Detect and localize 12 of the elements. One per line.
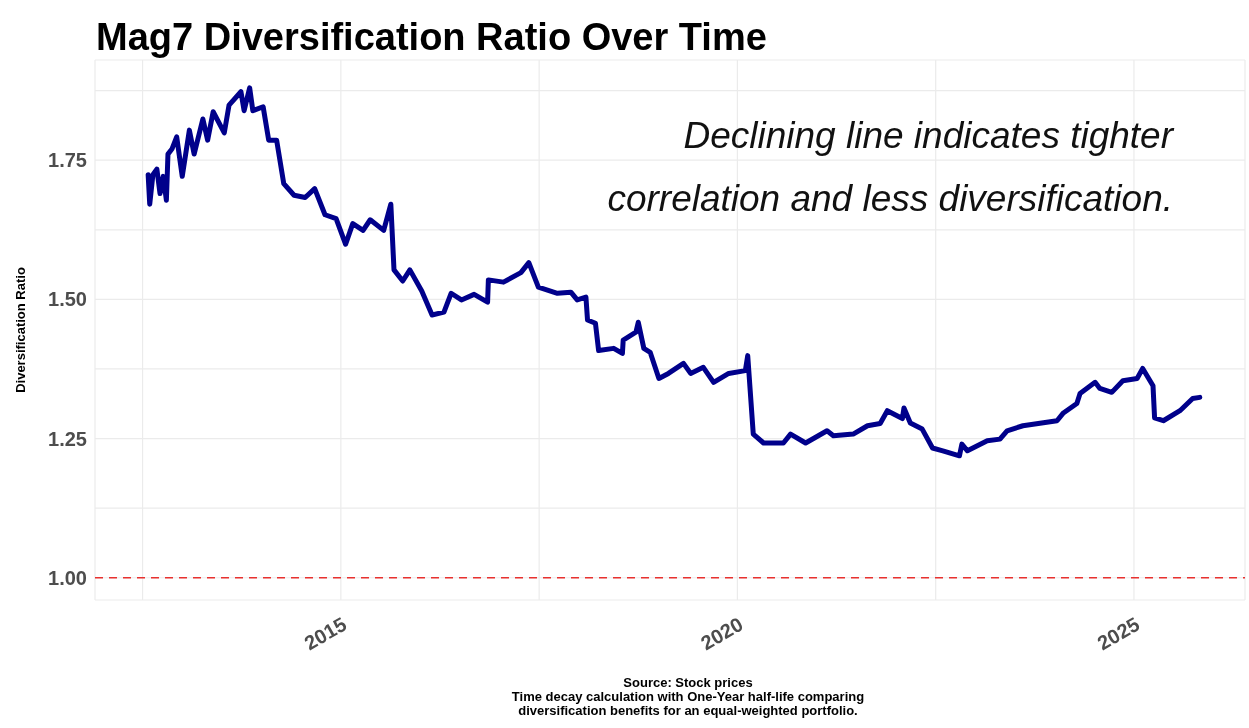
y-tick-label: 1.25 (48, 427, 87, 450)
y-tick-label: 1.00 (48, 566, 87, 589)
y-axis-title: Diversification Ratio (12, 267, 28, 393)
text: Time decay calculation with One-Year half-life comparing diversification benefits for an equal-weighted portfolio. (510, 689, 866, 718)
y-tick-label: 1.75 (48, 149, 87, 172)
source-note: Source: Stock prices (622, 675, 754, 690)
annotation: Declining line indicates tighter correlation and less diversification. (606, 114, 1173, 221)
y-tick-label: 1.50 (48, 288, 87, 311)
x-tick-label: 2015 (300, 612, 351, 655)
x-tick-label: 2020 (697, 612, 747, 655)
chart-title: Mag7 Diversification Ratio Over Time (96, 16, 767, 59)
x-tick-label: 2025 (1093, 612, 1144, 655)
